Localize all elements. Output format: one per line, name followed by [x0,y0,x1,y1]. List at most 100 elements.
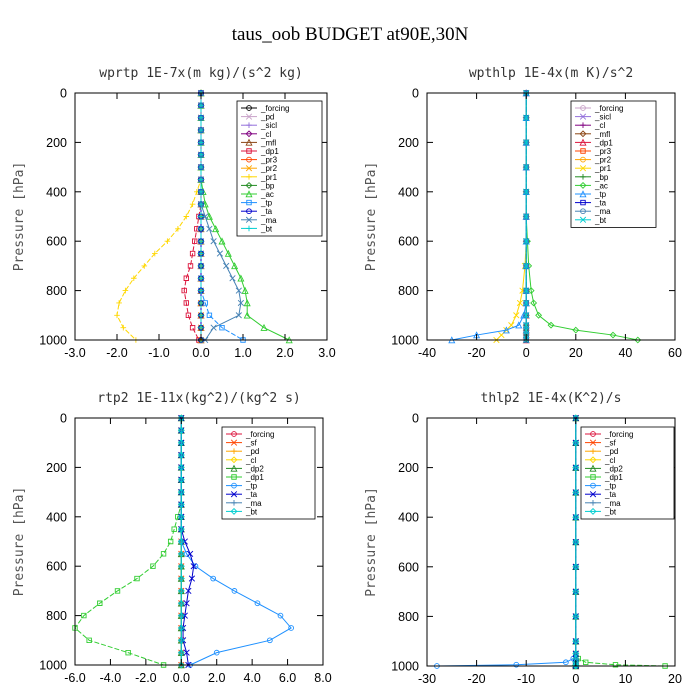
data-point [152,250,158,257]
data-point [634,336,642,344]
data-point [241,286,249,294]
legend-label: _bt [594,216,607,225]
data-point [535,311,543,319]
data-point [177,636,185,644]
figure-title: taus_oob BUDGET at90E,30N [232,24,469,45]
legend-label: _mfl [260,138,276,147]
data-point [523,287,530,294]
x-tick-label: 20 [569,346,583,360]
legend-marker [579,216,587,223]
data-point [177,599,185,607]
data-point [177,587,185,595]
legend-label: _cl [245,456,256,465]
data-point [198,300,204,306]
data-point [523,312,530,319]
data-point [198,275,204,282]
y-tick-label: 400 [46,510,67,524]
x-tick-label: -10 [517,672,535,686]
y-tick-label: 600 [398,235,419,249]
data-point [177,463,185,471]
data-point [177,562,185,570]
data-point [235,312,242,319]
data-point [116,300,122,306]
data-point [572,662,580,670]
legend-marker [580,105,586,111]
data-point [177,439,185,447]
legend-marker [245,113,253,120]
legend-label: _pr1 [594,164,612,173]
data-point [572,464,580,472]
y-tick-label: 200 [46,461,67,475]
x-tick-label: 2.0 [208,671,225,685]
data-point [164,238,171,244]
data-point [198,250,204,257]
data-point [160,662,167,668]
x-tick-label: -1.0 [148,346,170,360]
data-point [240,337,246,343]
data-point [190,563,197,570]
data-point [523,139,530,146]
x-tick-label: 60 [668,346,682,360]
data-point [662,663,668,669]
legend-marker [580,156,586,163]
x-tick-label: 3.0 [318,346,335,360]
data-point [205,212,213,220]
legend: _forcing_sicl_cl_mfl_dp1_pr3_pr2_pr1_bp_… [570,100,657,228]
legend-label: _bp [260,181,275,190]
series-tp [448,89,530,344]
data-point [516,299,524,307]
data-point [198,201,204,207]
legend-label: _sicl [260,121,277,130]
data-point [210,324,217,331]
legend-marker [246,174,252,180]
legend-marker [590,474,596,480]
y-tick-label: 1000 [39,334,67,348]
data-point [72,625,78,631]
series-line [200,93,242,341]
legend-label: _sf [604,439,616,448]
data-point [243,311,251,319]
data-point [177,525,185,533]
data-point [177,538,185,545]
legend-label: _ta [604,490,617,499]
data-point [185,587,192,595]
data-point [131,275,137,282]
data-point [243,299,251,307]
data-point [224,249,232,257]
legend: _forcing_sf_pd_cl_dp2_dp1_tp_ta_ma_bt [221,426,316,520]
legend-marker [590,448,596,454]
x-tick-label: -3.0 [64,346,86,360]
data-point [122,287,129,294]
data-point [216,250,224,257]
data-point [177,624,185,632]
legend-marker [589,456,597,464]
legend-label: _tp [245,482,258,491]
data-point [523,188,530,195]
panel-title: wprtp 1E-7x(m kg)/(s^2 kg) [99,66,303,81]
data-point [181,287,187,294]
data-point [189,201,196,207]
data-point [185,312,192,318]
legend: _forcing_pd_sicl_cl_mfl_dp1_pr3_pr2_pr1_… [236,100,323,237]
data-point [198,151,204,158]
y-tick-label: 0 [412,412,419,426]
data-point [183,600,190,607]
data-point [502,326,510,334]
data-point [572,563,580,571]
y-tick-label: 600 [46,560,67,574]
legend-label: _ta [245,490,258,499]
data-point [160,551,167,557]
legend-label: _pr1 [260,173,278,182]
x-tick-label: -40 [418,346,436,360]
x-tick-label: 6.0 [279,671,296,685]
data-point [177,649,185,657]
data-point [167,538,174,545]
data-point [572,488,580,496]
y-tick-label: 600 [46,235,67,249]
data-point [188,575,196,582]
data-point [189,250,196,257]
legend-label: _ac [260,190,274,199]
series-dp1 [72,415,184,668]
legend-marker [246,208,252,215]
x-tick-label: 2.0 [276,346,293,360]
